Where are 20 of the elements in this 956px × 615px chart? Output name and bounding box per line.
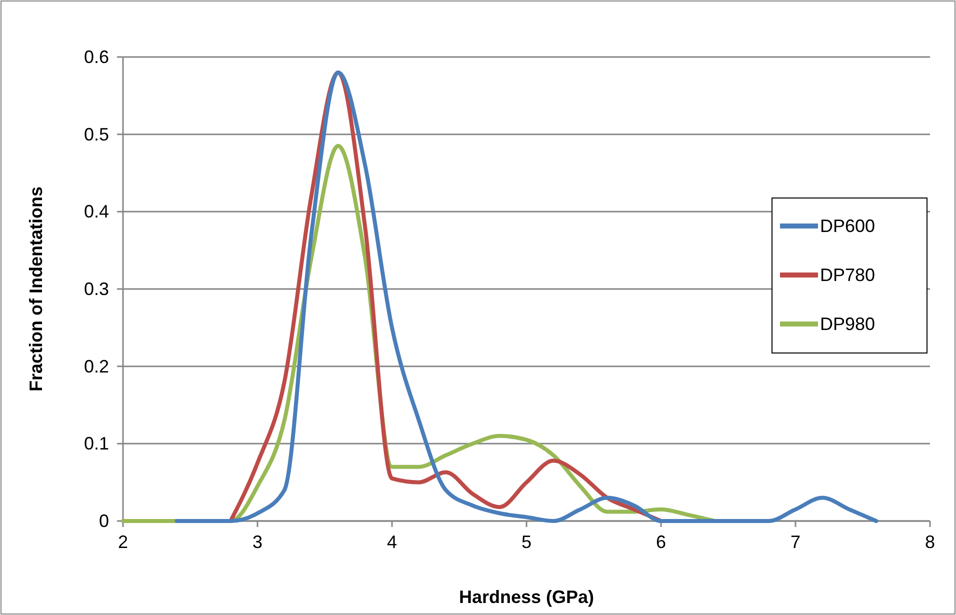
y-tick-label: 0.2 — [84, 356, 109, 376]
x-axis-title: Hardness (GPa) — [458, 587, 594, 607]
legend-label: DP600 — [820, 216, 876, 236]
y-tick-label: 0.5 — [84, 124, 109, 144]
legend-label: DP980 — [820, 314, 876, 334]
x-tick-label: 5 — [521, 532, 532, 552]
y-tick-label: 0.6 — [84, 47, 109, 67]
x-tick-label: 8 — [924, 532, 936, 552]
x-tick-label: 4 — [386, 532, 398, 552]
legend-label: DP780 — [820, 265, 876, 285]
x-tick-label: 7 — [790, 532, 801, 552]
y-axis-title: Fraction of Indentations — [26, 186, 46, 392]
x-tick-label: 6 — [656, 532, 666, 552]
line-series — [174, 70, 878, 523]
y-tick-label: 0.3 — [84, 279, 109, 299]
y-tick-label: 0 — [98, 511, 109, 531]
y-tick-label: 0.1 — [84, 434, 109, 454]
x-tick-label: 3 — [252, 532, 263, 552]
y-tick-label: 0.4 — [84, 202, 109, 222]
x-tick-label: 2 — [118, 532, 128, 552]
